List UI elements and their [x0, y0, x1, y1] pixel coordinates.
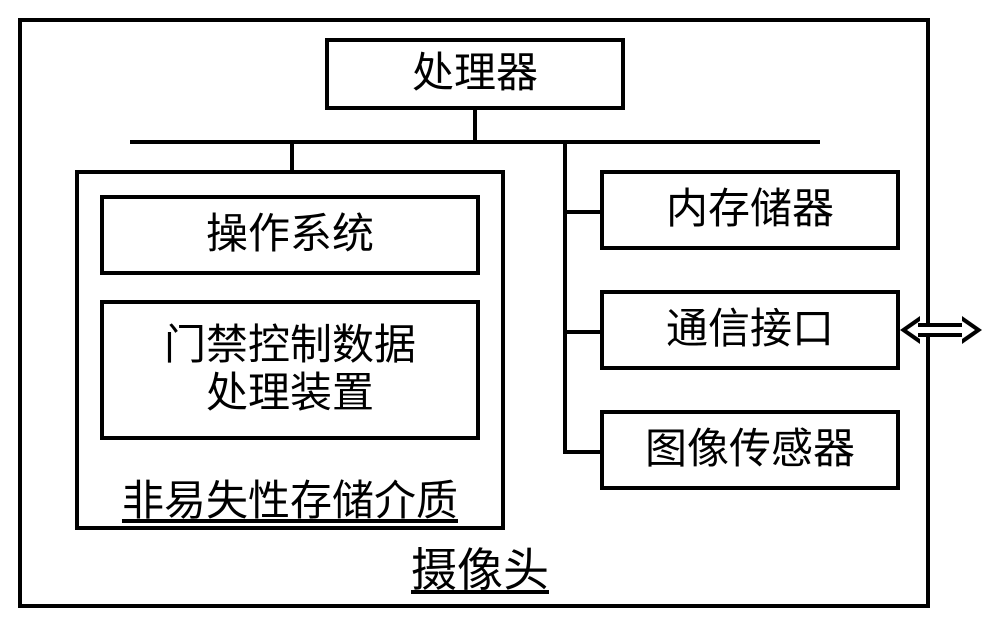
imgsensor-box: 图像传感器 [600, 410, 900, 490]
arrow-shaft [918, 323, 964, 337]
bus-v-to-nv [290, 140, 294, 170]
bus-v-processor [473, 110, 477, 140]
camera-caption: 摄像头 [380, 545, 580, 598]
bus-h-to-imgsensor [563, 450, 600, 454]
os-label: 操作系统 [206, 211, 374, 259]
imgsensor-label: 图像传感器 [645, 426, 855, 474]
processor-label: 处理器 [412, 50, 538, 98]
bus-h-to-memory [563, 210, 600, 214]
bus-h-main [130, 140, 820, 144]
processor-box: 处理器 [325, 38, 625, 110]
bus-v-trunk-right [563, 140, 567, 454]
comm-box: 通信接口 [600, 290, 900, 370]
nvstorage-caption: 非易失性存储介质 [80, 478, 500, 526]
diagram-canvas: 处理器 操作系统 门禁控制数据 处理装置 非易失性存储介质 内存储器 通信接口 … [0, 0, 1000, 628]
acdevice-label: 门禁控制数据 处理装置 [164, 322, 416, 419]
arrow-head-right-icon [962, 316, 982, 344]
camera-caption-text: 摄像头 [411, 545, 549, 596]
acdevice-box: 门禁控制数据 处理装置 [100, 300, 480, 440]
memory-box: 内存储器 [600, 170, 900, 250]
arrow-head-left-icon [900, 316, 920, 344]
memory-label: 内存储器 [666, 186, 834, 234]
bus-h-to-comm [563, 330, 600, 334]
os-box: 操作系统 [100, 195, 480, 275]
nvstorage-caption-text: 非易失性存储介质 [122, 479, 458, 525]
comm-label: 通信接口 [666, 306, 834, 354]
